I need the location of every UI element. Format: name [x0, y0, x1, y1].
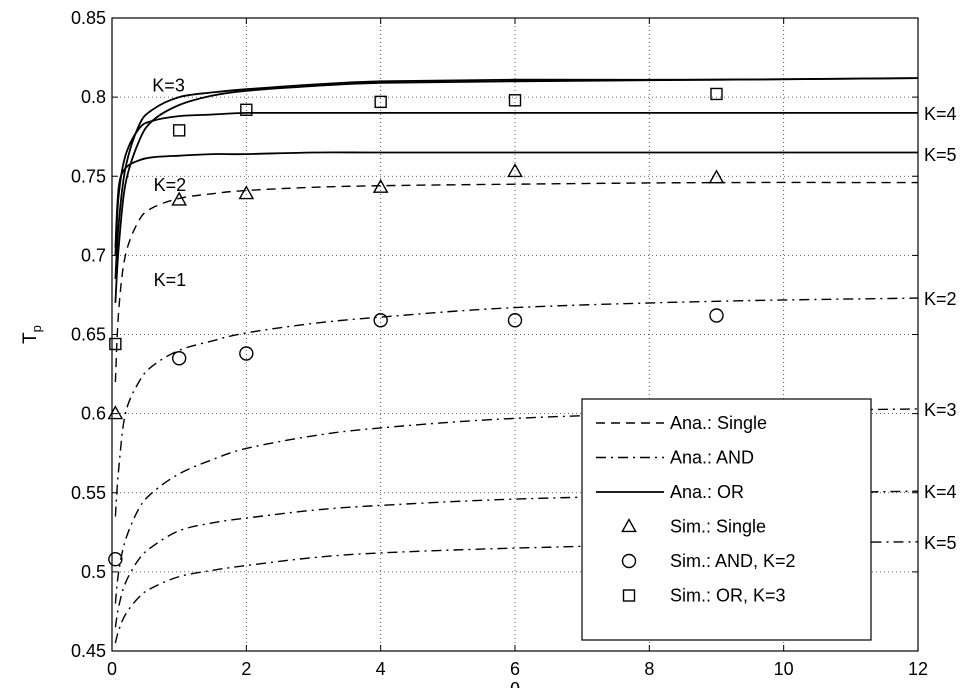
y-tick-label: 0.55 — [71, 483, 106, 503]
series-line-or-k4 — [114, 77, 919, 280]
y-tick-label: 0.85 — [71, 8, 106, 28]
series-line-or-k3 — [114, 111, 918, 256]
curve-label: K=5 — [924, 533, 957, 553]
sim-single-point — [507, 163, 523, 178]
sim-or-point — [240, 103, 253, 116]
legend-box — [581, 398, 872, 641]
sim-markers — [107, 87, 725, 567]
sim-single-point — [238, 185, 255, 200]
ticks: 0 2 4 6 8 10 12 0.45 0.5 0.55 0.6 0.65 0.7 0.75 0.8 0.8… — [71, 8, 928, 679]
sim-or-point — [374, 95, 387, 109]
curve-label: K=5 — [924, 145, 957, 165]
x-tick-label: 10 — [774, 659, 794, 679]
annotations: K=3 K=2 K=1 K=4 K=5 K=2 K=3 K=4 K=5 — [152, 75, 956, 552]
x-tick-label: 4 — [376, 659, 386, 679]
sim-and-point — [373, 313, 388, 328]
grid — [112, 18, 918, 651]
y-tick-label: 0.45 — [71, 641, 106, 661]
legend-label: Sim.: Single — [670, 517, 766, 537]
sim-and-point — [507, 313, 523, 328]
sim-single-point — [171, 191, 188, 206]
y-tick-label: 0.65 — [71, 325, 106, 345]
series-line-or-k2 — [114, 151, 918, 248]
curve-label: K=3 — [152, 75, 185, 95]
curve-label: K=2 — [924, 289, 957, 309]
series-line-and-k2 — [114, 297, 919, 517]
x-tick-label: 0 — [107, 659, 117, 679]
series-line-or-k5 — [114, 77, 919, 303]
legend-label: Ana.: OR — [670, 482, 744, 502]
sim-or-point — [109, 337, 122, 351]
y-axis-label-subscript: p — [29, 325, 44, 332]
y-axis-label-main: T — [20, 332, 41, 344]
sim-single-point — [708, 169, 725, 184]
curve-label: K=4 — [924, 482, 957, 502]
y-axis-label: Tp — [20, 325, 44, 344]
x-tick-label: 6 — [510, 659, 520, 679]
legend-label: Ana.: AND — [670, 448, 754, 468]
x-axis-label: θ — [510, 680, 521, 688]
y-tick-label: 0.7 — [81, 245, 106, 265]
legend: Ana.: Single Ana.: AND Ana.: OR Sim.: Singl… — [581, 398, 872, 641]
legend-square-marker — [622, 589, 636, 602]
legend-triangle-marker — [621, 518, 637, 533]
series-line-single-k1 — [114, 181, 919, 383]
y-tick-label: 0.5 — [81, 562, 106, 582]
x-tick-label: 2 — [241, 659, 251, 679]
sim-and-point — [171, 351, 187, 366]
x-tick-label: 8 — [644, 659, 654, 679]
y-tick-label: 0.8 — [81, 87, 106, 107]
legend-circle-marker — [621, 553, 637, 569]
sim-or-point — [710, 87, 723, 101]
curve-label: K=1 — [154, 270, 187, 290]
sim-or-point — [172, 124, 186, 137]
sim-and-point — [239, 346, 254, 361]
sim-single-point — [107, 405, 124, 420]
sim-and-point — [709, 308, 724, 323]
y-tick-label: 0.6 — [81, 404, 106, 424]
curves — [114, 77, 919, 644]
sim-or-point — [508, 94, 522, 107]
curve-label: K=4 — [924, 104, 957, 124]
curve-label: K=3 — [924, 400, 957, 420]
legend-label: Sim.: OR, K=3 — [670, 586, 786, 606]
legend-label: Sim.: AND, K=2 — [670, 551, 796, 571]
sim-single-point — [372, 178, 389, 193]
x-tick-label: 12 — [908, 659, 928, 679]
y-tick-label: 0.75 — [71, 166, 106, 186]
sim-and-point — [108, 552, 123, 567]
legend-label: Ana.: Single — [670, 413, 767, 433]
curve-label: K=2 — [154, 175, 187, 195]
